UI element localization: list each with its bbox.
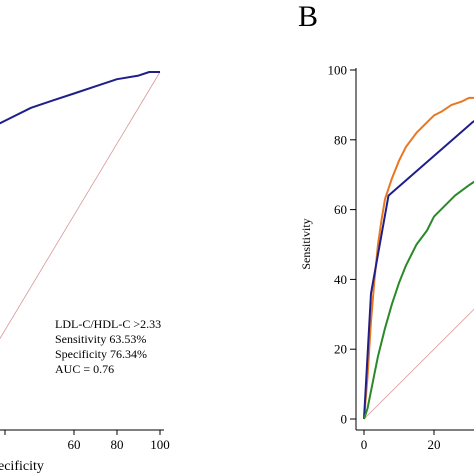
annotation-line-criterion: LDL-C/HDL-C >2.33	[55, 317, 161, 331]
panel-b-y-tick-label: 100	[328, 63, 348, 78]
panel-a: 60 80 100 ecificity LDL-C/HDL-C >2.33 Sens…	[0, 71, 170, 474]
panel-b-x-ticks: 0 20	[361, 430, 441, 452]
panel-b-x-tick-label: 20	[428, 437, 441, 452]
panel-a-reference-line	[0, 71, 161, 340]
panel-b-y-tick-label: 80	[334, 132, 347, 147]
panel-b-y-ticks: 0 20 40 60 80 100	[328, 63, 356, 427]
panel-b-series-line-1	[363, 119, 474, 420]
panel-b-y-axis-label: Sensitivity	[299, 218, 313, 269]
panel-a-x-tick-label: 60	[68, 437, 81, 452]
panel-a-x-ticks: 60 80 100	[4, 430, 170, 452]
panel-b-roc-series	[363, 96, 474, 420]
panel-b-reference-line	[363, 308, 474, 420]
panel-b-label: B	[298, 0, 318, 33]
panel-a-diagonal-line	[0, 71, 161, 340]
panel-b-y-tick-label: 40	[334, 272, 347, 287]
panel-b-x-tick-label: 0	[361, 437, 368, 452]
panel-b-y-tick-label: 20	[334, 342, 347, 357]
panel-a-x-tick-label: 80	[111, 437, 124, 452]
panel-a-x-tick-label: 100	[150, 437, 170, 452]
panel-b-y-tick-label: 60	[334, 202, 347, 217]
annotation-line-auc: AUC = 0.76	[55, 362, 114, 376]
panel-b-diagonal-line	[363, 308, 474, 420]
panel-a-x-axis-label: ecificity	[0, 459, 44, 474]
panel-b-series-line-2	[363, 180, 474, 420]
panel-b: B Sensitivity 0 20 40 60 80 100 0 20	[298, 0, 474, 452]
annotation-line-sensitivity: Sensitivity 63.53%	[55, 332, 146, 346]
panel-b-y-tick-label: 0	[341, 412, 348, 427]
panel-a-series-line-0	[0, 71, 160, 125]
panel-a-roc-series	[0, 71, 160, 125]
annotation-line-specificity: Specificity 76.34%	[55, 347, 147, 361]
panel-b-series-line-0	[363, 96, 474, 420]
panel-a-annotation: LDL-C/HDL-C >2.33 Sensitivity 63.53% Spe…	[55, 317, 161, 376]
